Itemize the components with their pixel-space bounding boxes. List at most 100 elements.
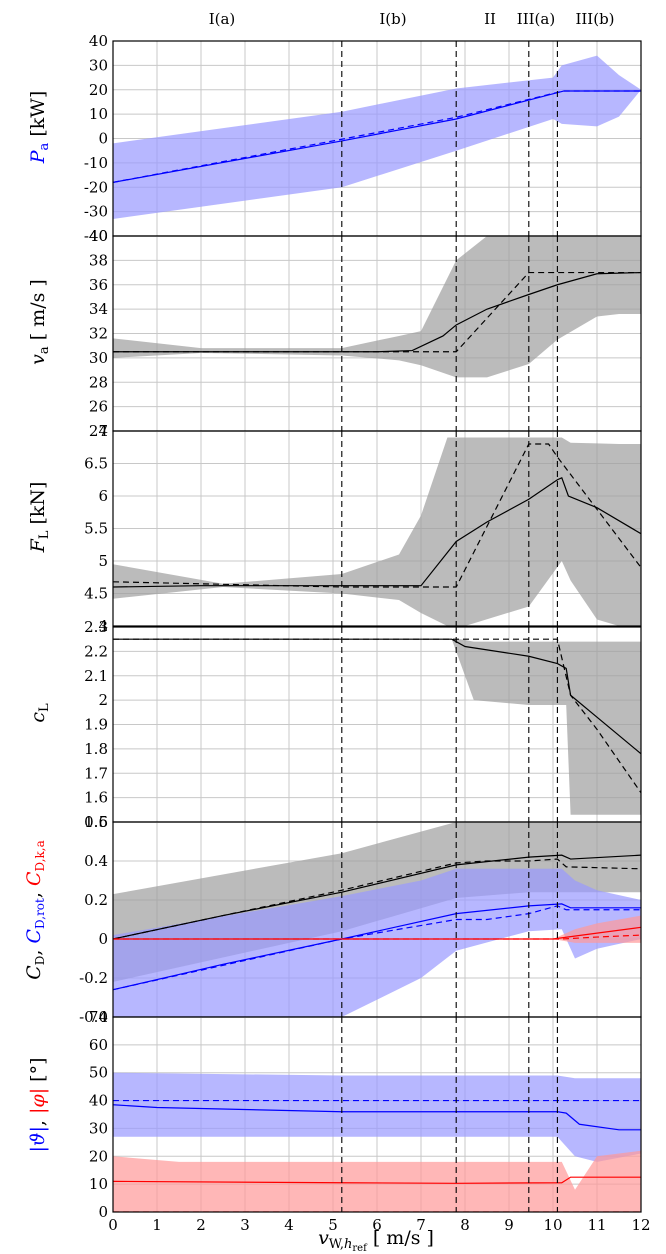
svg-text:CD, CD,rot, CD,k,a: CD, CD,rot, CD,k,a — [23, 840, 47, 980]
y-tick-label: 0 — [98, 930, 108, 948]
y-tick-label: 6 — [98, 487, 108, 505]
y-tick-label: 1.7 — [84, 764, 108, 782]
series-line-black-dashed — [113, 858, 641, 940]
y-tick-label: 5.5 — [84, 520, 108, 538]
y-tick-label: 36 — [89, 276, 108, 294]
y-tick-label: 2 — [98, 691, 108, 709]
x-tick-label: 0 — [108, 1216, 118, 1234]
y-tick-label: 0.4 — [84, 852, 108, 870]
y-tick-label: 0 — [98, 130, 108, 148]
region-label-i-b: I(b) — [379, 10, 406, 28]
x-tick-label: 5 — [328, 1216, 338, 1234]
ylabel-drag-coefficients: CD, CD,rot, CD,k,a — [23, 840, 47, 980]
y-tick-label: 40 — [89, 32, 108, 50]
panel-frame — [112, 1016, 642, 1213]
plot-area — [113, 236, 641, 378]
y-tick-label: 70 — [89, 1008, 108, 1026]
y-tick-label: 4 — [98, 617, 108, 635]
svg-text:Pa [kW]: Pa [kW] — [27, 91, 52, 164]
x-axis-label: vW,href [ m/s ] — [318, 1227, 434, 1254]
plot-area — [113, 822, 641, 1017]
ylabel-angles: |ϑ|, |φ| [°] — [27, 1058, 49, 1153]
y-tick-label: 4.5 — [84, 585, 108, 603]
y-tick-label: -10 — [84, 154, 108, 172]
svg-text:va [ m/s ]: va [ m/s ] — [27, 279, 52, 365]
x-tick-label: 7 — [416, 1216, 426, 1234]
panel-3: 4 4.5 5 5.5 6 6.5 7 — [84, 422, 642, 635]
ylabel-lift-coefficient: cL — [27, 703, 52, 723]
region-labels: I(a) I(b) II III(a) III(b) — [209, 10, 615, 28]
y-tick-label: 28 — [89, 373, 108, 391]
y-tick-label: 0.2 — [84, 891, 108, 909]
y-tick-label: 40 — [89, 227, 108, 245]
panel-6: 0 10 20 30 40 50 60 70 — [89, 1008, 642, 1221]
y-tick-label: 38 — [89, 251, 108, 269]
y-tick-label: 1.6 — [84, 789, 108, 807]
x-tick-label: 8 — [460, 1216, 470, 1234]
y-tick-label: 24 — [89, 422, 108, 440]
svg-text:|ϑ|, |φ| [°]: |ϑ|, |φ| [°] — [27, 1058, 49, 1153]
series-line-blue-dashed — [113, 905, 641, 991]
series-line-red-solid — [113, 1176, 641, 1184]
y-tick-label: 40 — [89, 1092, 108, 1110]
y-tick-label: 7 — [98, 422, 108, 440]
confidence-band-black_band — [113, 437, 641, 626]
confidence-band-red_band — [113, 915, 641, 943]
y-tick-label: 30 — [89, 349, 108, 367]
y-tick-label: 10 — [89, 105, 108, 123]
x-tick-label: 12 — [631, 1216, 650, 1234]
panels: -40-30-20-100102030402426283032343638404… — [79, 32, 650, 1234]
y-tick-label: 30 — [89, 56, 108, 74]
region-label-iii-a: III(a) — [517, 10, 555, 28]
confidence-band-red_band — [113, 1150, 641, 1212]
y-tick-label: 0 — [98, 1203, 108, 1221]
svg-text:vW,href [ m/s ]: vW,href [ m/s ] — [318, 1227, 434, 1254]
y-tick-label: -30 — [84, 203, 108, 221]
y-tick-label: 60 — [89, 1036, 108, 1054]
svg-text:FL [kN]: FL [kN] — [27, 482, 52, 554]
series-line-red-dashed — [113, 934, 641, 940]
y-tick-label: 34 — [89, 300, 108, 318]
confidence-band-blue_band — [113, 868, 641, 1017]
panel-4: 1.5 1.6 1.7 1.8 1.9 2 2.1 2.2 2.3 — [84, 618, 642, 831]
y-tick-label: -40 — [84, 227, 108, 245]
svg-text:cL: cL — [27, 703, 52, 723]
panel-1: -40 -30 -20 -10 0 10 20 30 40 — [84, 32, 642, 245]
series-line-black-dashed — [113, 638, 641, 794]
x-tick-label: 2 — [196, 1216, 206, 1234]
y-tick-label: 30 — [89, 1119, 108, 1137]
y-tick-label: 2.1 — [84, 667, 108, 685]
plot-area — [113, 1072, 641, 1212]
y-tick-label: 26 — [89, 398, 108, 416]
x-tick-label: 3 — [240, 1216, 250, 1234]
ylabel-lift-force: FL [kN] — [27, 482, 52, 554]
y-tick-label: -0.4 — [79, 1008, 108, 1026]
y-tick-label: 0.6 — [84, 813, 108, 831]
y-tick-label: 50 — [89, 1064, 108, 1082]
series-line-blue-solid — [113, 903, 641, 991]
region-label-i-a: I(a) — [209, 10, 236, 28]
plot-area — [113, 55, 641, 219]
y-tick-label: 1.5 — [84, 813, 108, 831]
region-label-iii-b: III(b) — [575, 10, 614, 28]
x-tick-label: 10 — [543, 1216, 562, 1234]
confidence-band-black_band — [113, 639, 641, 815]
panel-frame — [112, 430, 642, 627]
x-tick-label: 6 — [372, 1216, 382, 1234]
panel-2: 24 26 28 30 32 34 36 38 40 — [89, 227, 642, 440]
y-tick-label: 6.5 — [84, 455, 108, 473]
y-tick-label: -0.2 — [79, 969, 108, 987]
series-line-blue-dashed — [113, 90, 641, 183]
y-tick-label: 2.3 — [84, 618, 108, 636]
series-line-black-dashed — [113, 271, 641, 353]
panel-5: -0.4 -0.2 0 0.2 0.4 0.6 — [79, 813, 642, 1026]
y-tick-label: 5 — [98, 552, 108, 570]
confidence-band-blue_band — [113, 1072, 641, 1162]
y-tick-label: 1.8 — [84, 740, 108, 758]
ylabel-power: Pa [kW] — [27, 91, 52, 164]
y-tick-label: 20 — [89, 1147, 108, 1165]
y-tick-label: 20 — [89, 81, 108, 99]
region-label-ii: II — [484, 10, 496, 28]
y-tick-label: 32 — [89, 325, 108, 343]
